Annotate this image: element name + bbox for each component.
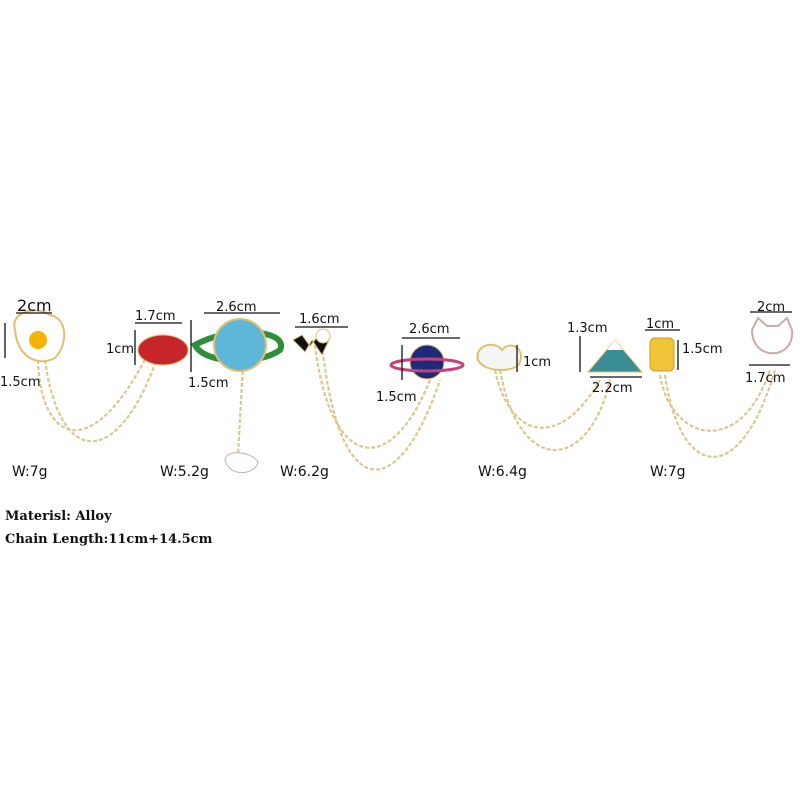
dimension-label: 1cm — [523, 355, 551, 370]
cat-pin — [750, 316, 794, 355]
dimension-label: 1cm — [106, 342, 134, 357]
dimension-label: 1.7cm — [135, 309, 176, 324]
material-text: Materisl: Alloy — [5, 509, 112, 524]
weight-label: W:5.2g — [160, 464, 209, 480]
dimension-label: 1.3cm — [567, 321, 608, 336]
dimension-label: 2cm — [757, 300, 785, 315]
chain-length-text: Chain Length:11cm+14.5cm — [5, 532, 213, 547]
dimension-label: 2.6cm — [216, 300, 257, 315]
chains — [36, 344, 777, 471]
weight-label: W:6.4g — [478, 464, 527, 480]
pins — [13, 309, 794, 474]
rabbit-charm — [224, 452, 259, 474]
saturn-pin — [213, 318, 267, 372]
planet-ring — [389, 357, 465, 373]
cloud-pin — [476, 343, 522, 371]
dimension-label: 1.5cm — [0, 375, 41, 390]
dimension-label: 1.5cm — [682, 342, 723, 357]
bolt-cap — [315, 328, 331, 344]
dimension-label: 1.7cm — [745, 371, 786, 386]
weight-label: W:7g — [12, 464, 48, 480]
dimension-label: 2.6cm — [409, 322, 450, 337]
weight-label: W:6.2g — [280, 464, 329, 480]
lips-pin — [137, 334, 189, 366]
weight-label: W:7g — [650, 464, 686, 480]
dimension-label: 2cm — [17, 296, 52, 315]
dimension-label: 1.6cm — [299, 312, 340, 327]
dimension-label: 1.5cm — [188, 376, 229, 391]
dimension-label: 2.2cm — [592, 381, 633, 396]
fuji-pin — [586, 339, 644, 373]
dimension-label: 1cm — [646, 317, 674, 332]
dimension-label: 1.5cm — [376, 390, 417, 405]
dimension-lines — [4, 311, 792, 380]
egg-yolk — [29, 331, 47, 349]
fuji-snow — [607, 340, 623, 350]
gold-bar-pin — [649, 337, 675, 372]
planet-pin — [409, 344, 445, 380]
